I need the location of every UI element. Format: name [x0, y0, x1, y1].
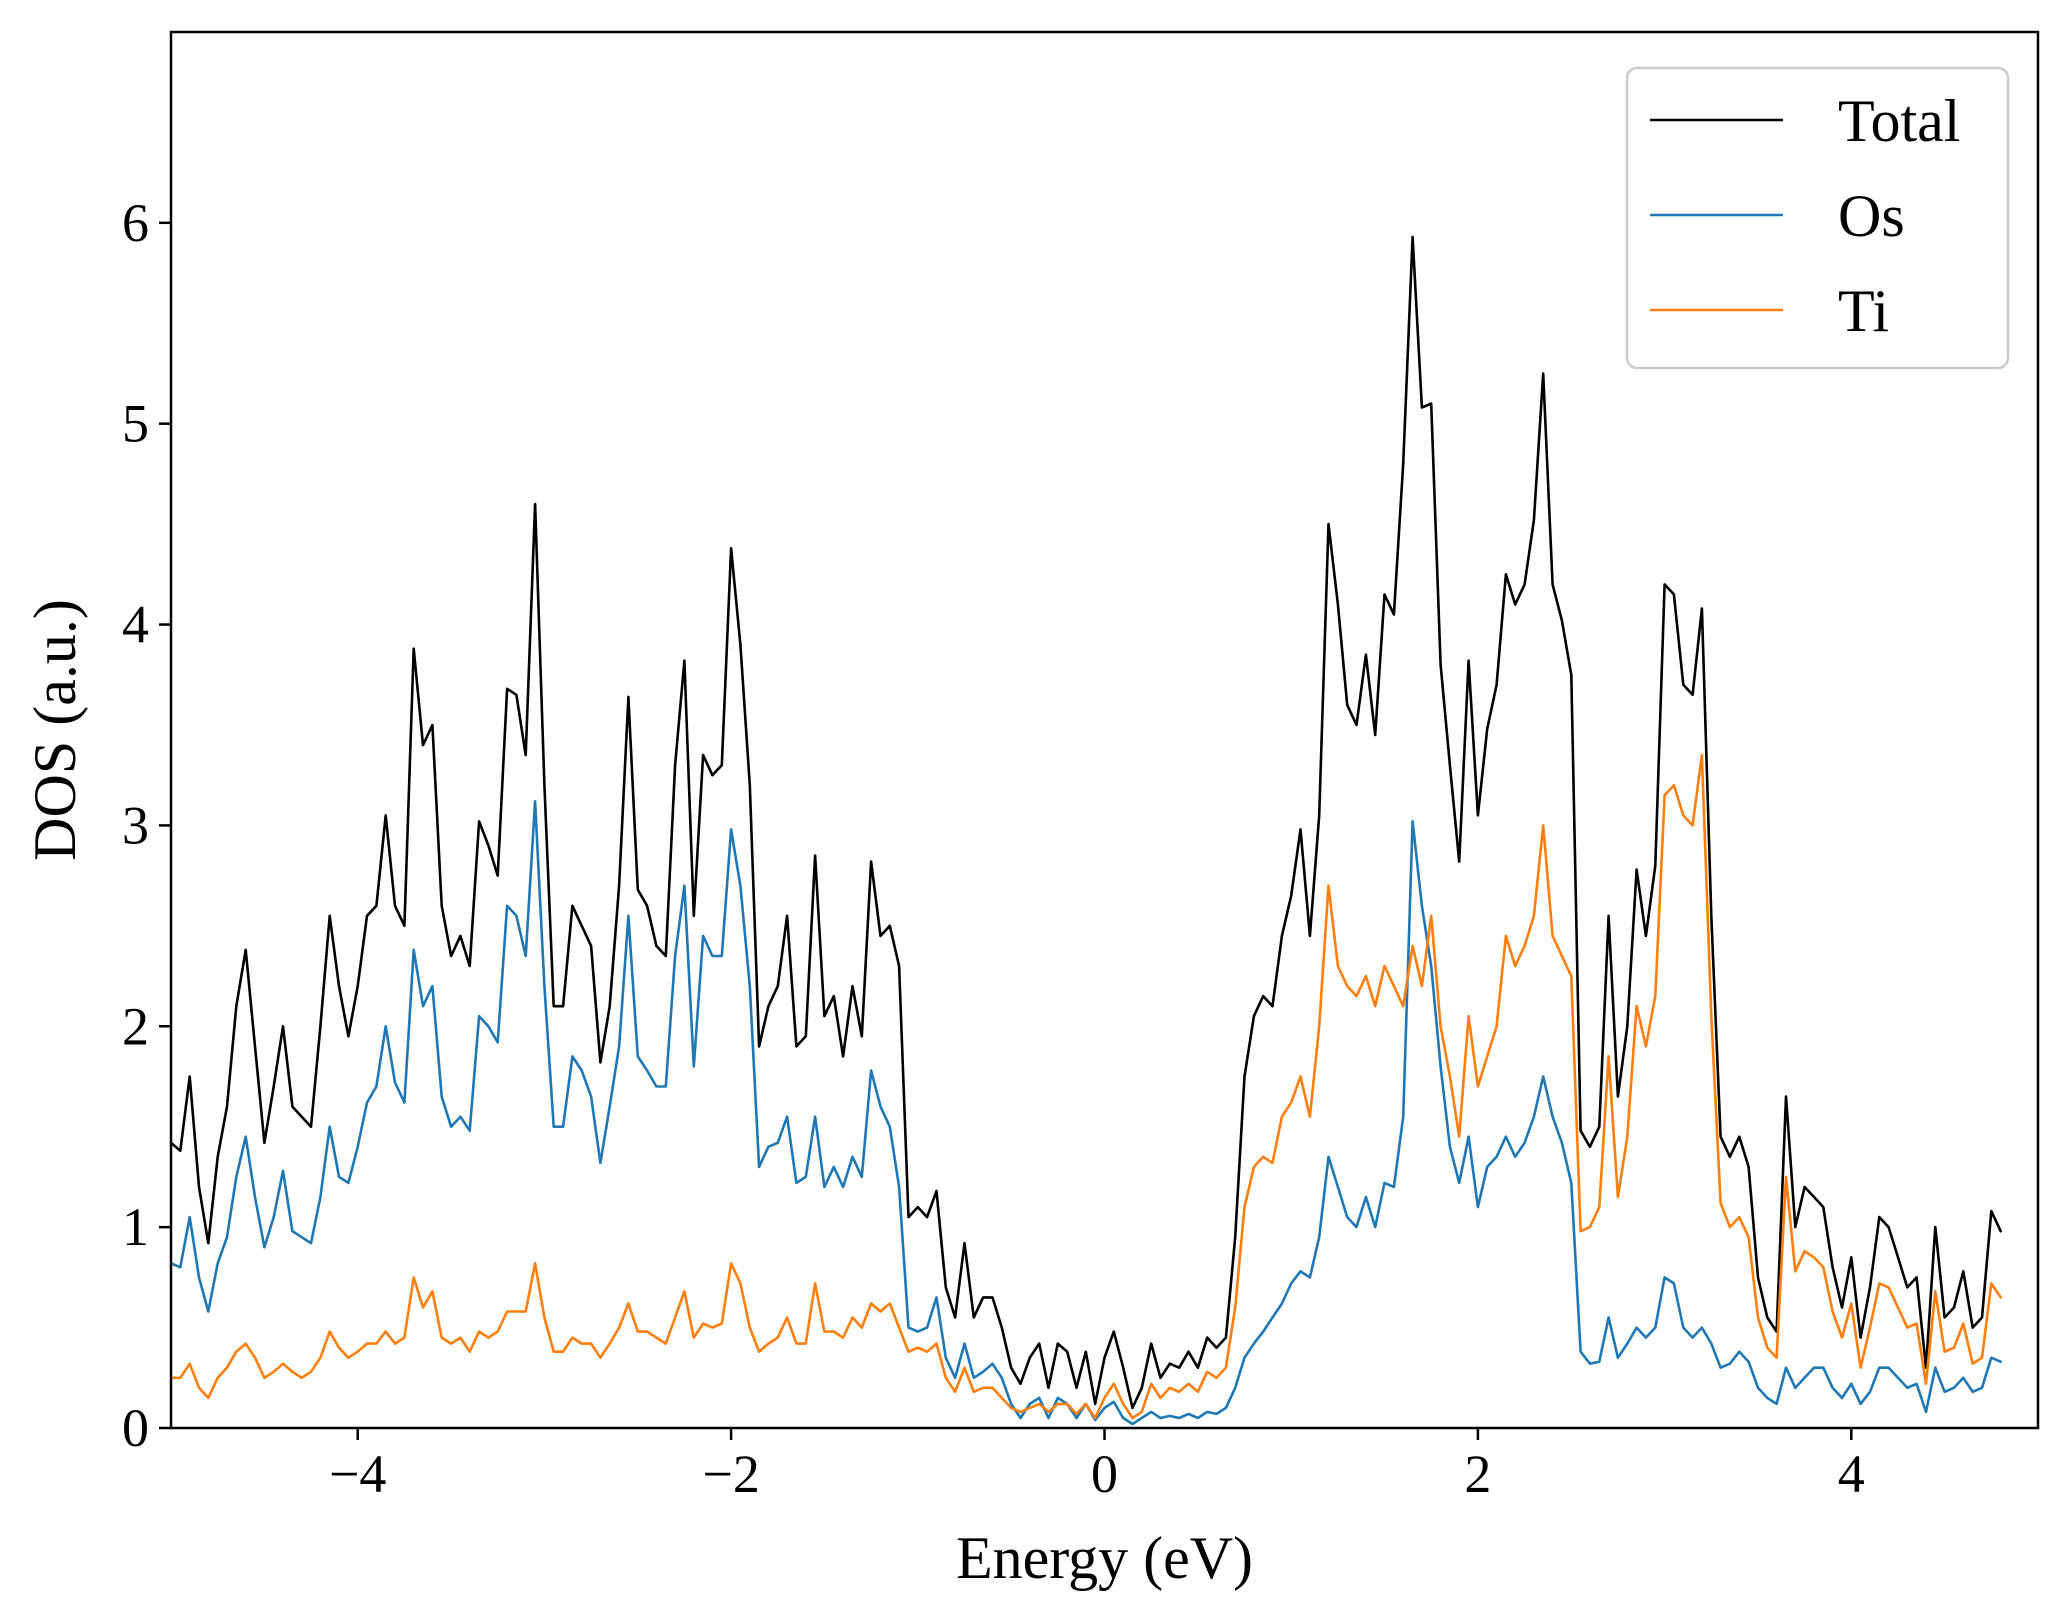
- x-axis: −4 −2 0 2 4: [329, 1428, 1865, 1504]
- y-tick-label: 2: [122, 996, 149, 1056]
- y-tick-label: 4: [122, 595, 149, 655]
- y-tick-label: 0: [122, 1398, 149, 1458]
- legend-label-total: Total: [1838, 88, 1960, 154]
- x-axis-title: Energy (eV): [956, 1525, 1253, 1591]
- y-axis: 0 1 2 3 4 5 6: [122, 193, 171, 1458]
- x-tick-label: 4: [1838, 1444, 1865, 1504]
- x-tick-label: 2: [1464, 1444, 1491, 1504]
- legend-label-ti: Ti: [1838, 278, 1889, 344]
- y-tick-label: 5: [122, 394, 149, 454]
- y-tick-label: 3: [122, 795, 149, 855]
- y-axis-title: DOS (a.u.): [22, 599, 88, 861]
- x-tick-label: −2: [702, 1444, 759, 1504]
- legend-label-os: Os: [1838, 183, 1905, 249]
- legend-box: [1625, 66, 2010, 370]
- series-line-total: [171, 235, 2002, 1410]
- y-tick-label: 1: [122, 1197, 149, 1257]
- series-group: [171, 235, 2002, 1426]
- legend: Total Os Ti: [1625, 66, 2010, 370]
- series-line-ti: [171, 753, 2002, 1420]
- y-tick-label: 6: [122, 193, 149, 253]
- x-tick-label: −4: [329, 1444, 386, 1504]
- x-tick-label: 0: [1091, 1444, 1118, 1504]
